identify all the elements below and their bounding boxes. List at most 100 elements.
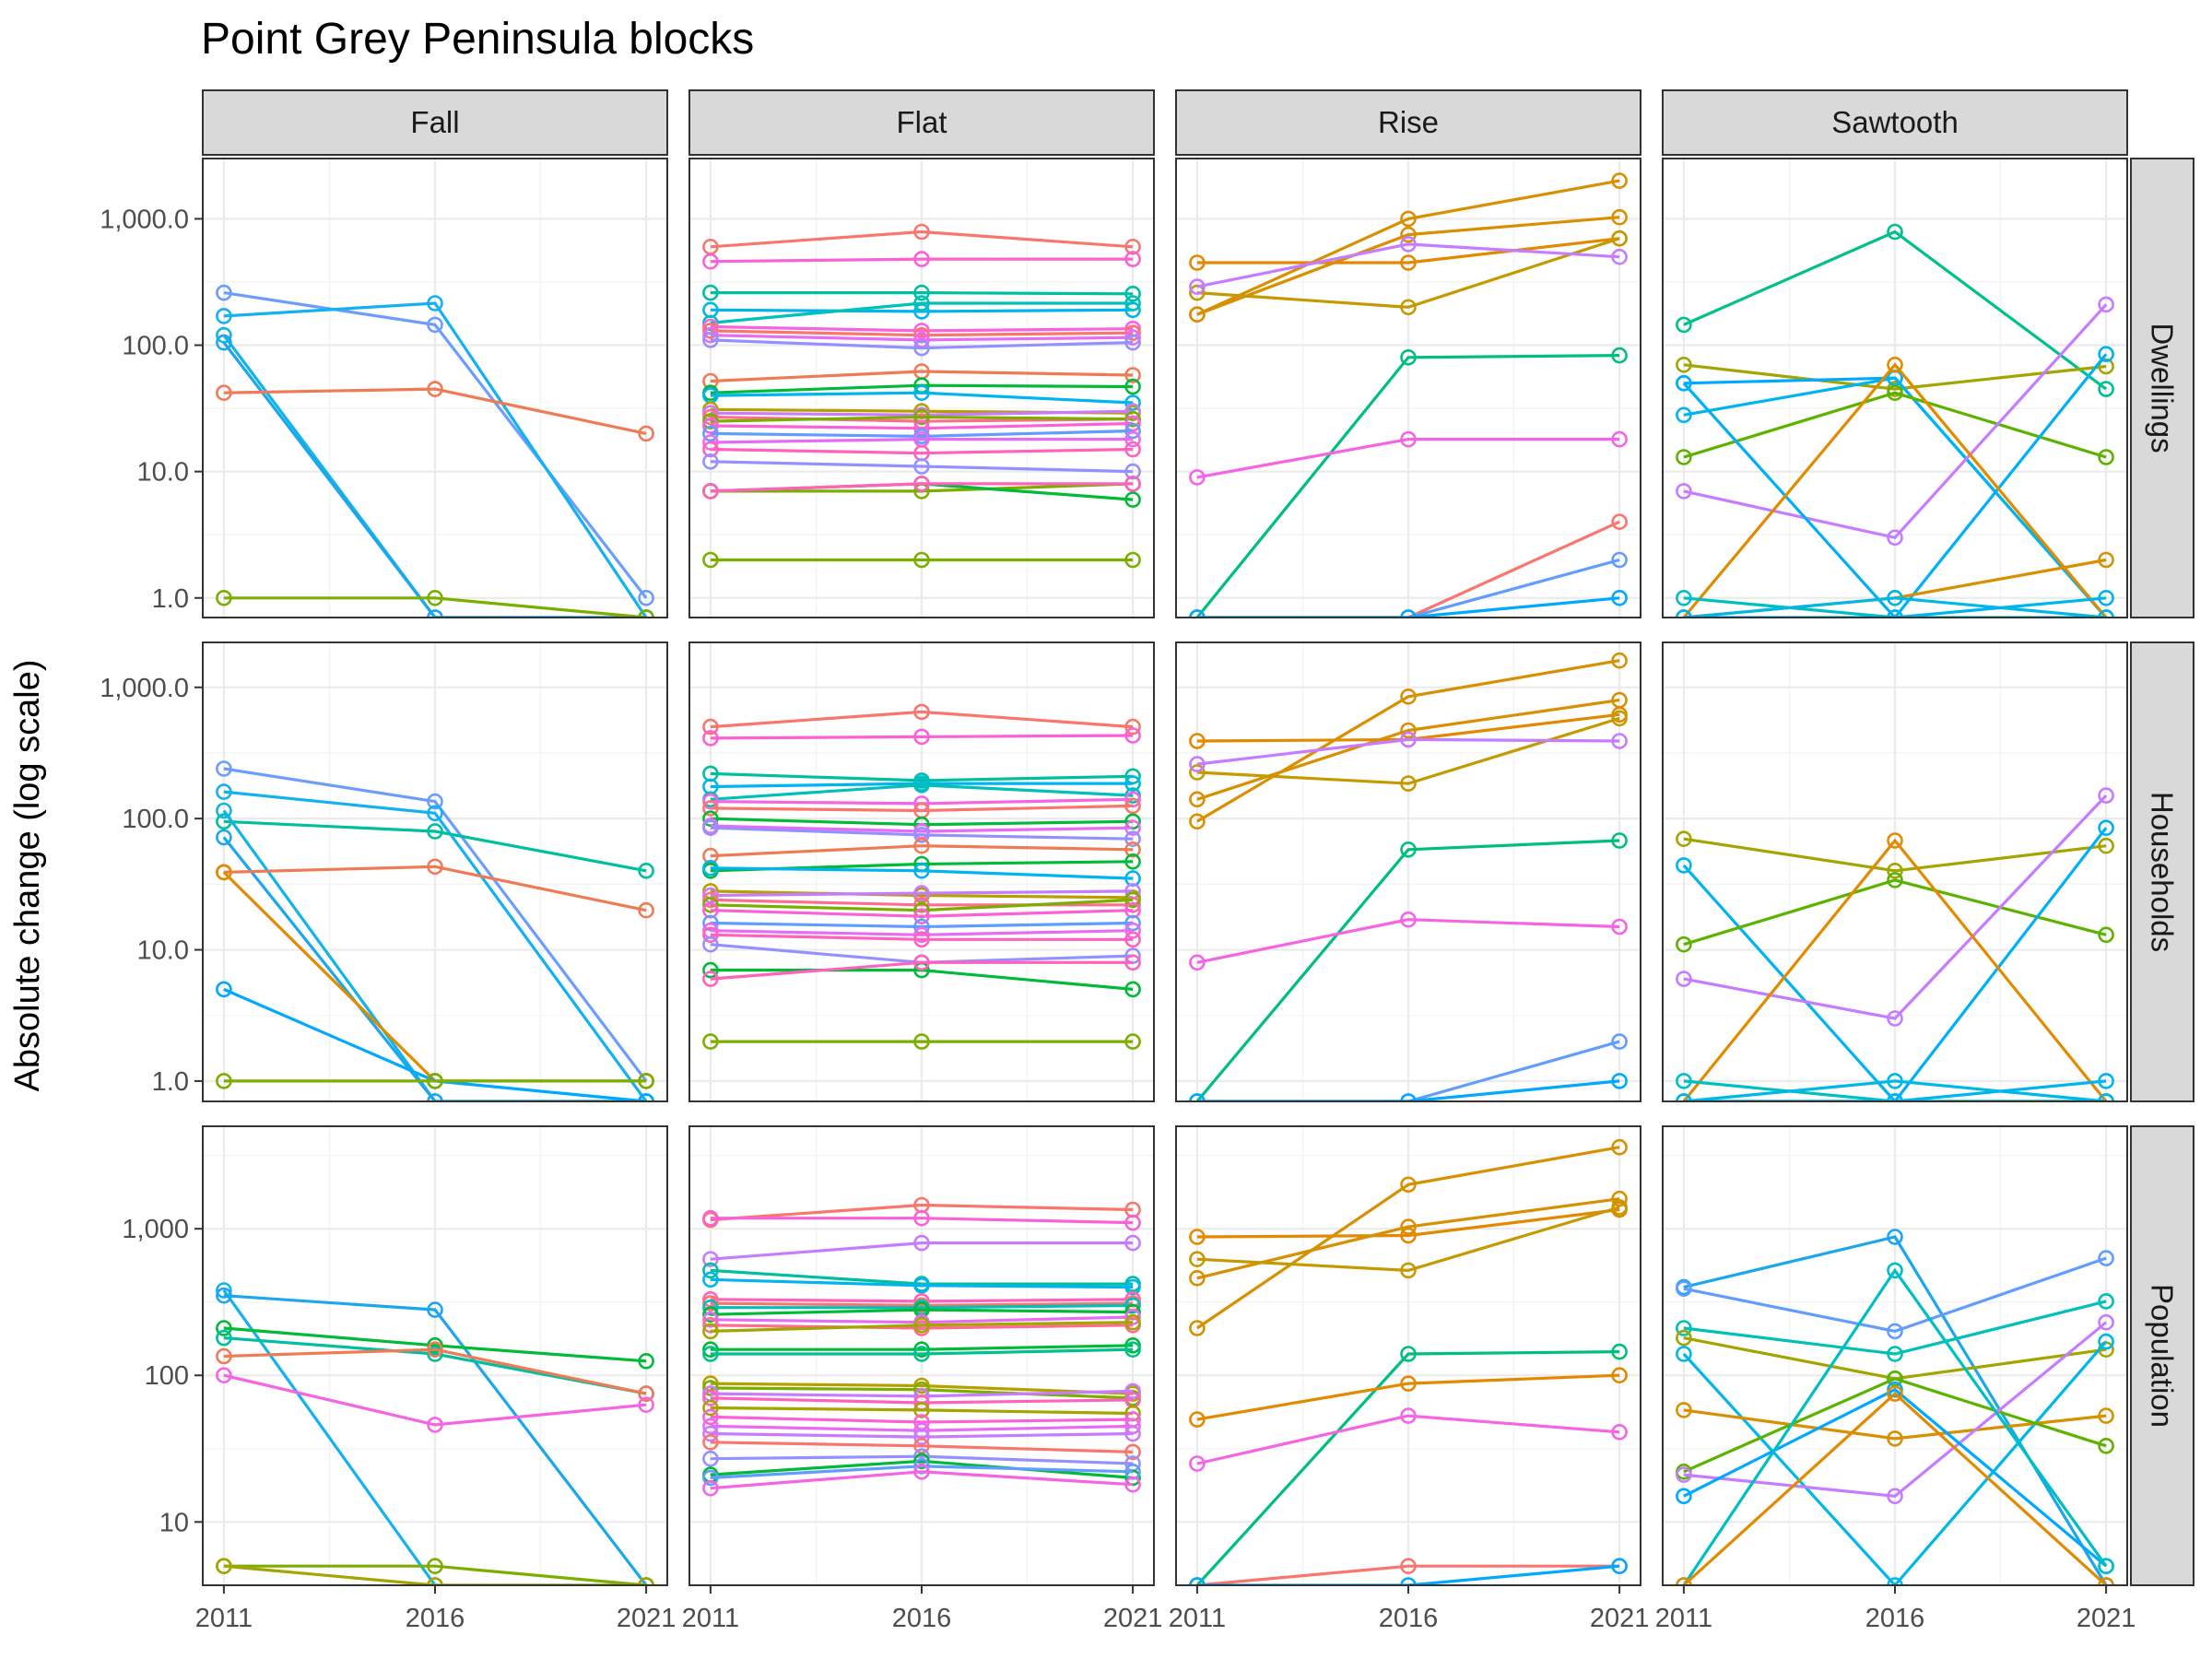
- data-point: [1124, 285, 1141, 302]
- data-point: [1124, 1234, 1141, 1252]
- data-point: [913, 458, 930, 475]
- data-point: [427, 381, 443, 397]
- data-point: [1676, 1488, 1692, 1505]
- strip-sawtooth: [1662, 89, 2128, 156]
- data-point: [1400, 1176, 1417, 1194]
- data-point: [702, 284, 719, 301]
- data-point: [1124, 1309, 1141, 1325]
- data-point: [913, 837, 930, 854]
- strip-label-population: Population: [2146, 1284, 2180, 1428]
- data-point: [1124, 1278, 1141, 1296]
- series-line: [1196, 179, 1620, 316]
- data-point: [1611, 1199, 1628, 1216]
- data-point: [1676, 1093, 1692, 1101]
- data-point: [2098, 1250, 2114, 1266]
- data-point: [913, 1453, 930, 1470]
- data-point: [702, 891, 719, 909]
- data-point: [638, 589, 654, 606]
- data-point: [1124, 430, 1141, 448]
- panel-households-fall: [202, 641, 668, 1102]
- data-point: [1124, 981, 1141, 998]
- series-line: [710, 447, 1134, 455]
- series-line: [710, 771, 1134, 782]
- series-line: [1683, 303, 2108, 540]
- data-point: [1611, 918, 1628, 935]
- y-tick-label: 10.0: [137, 458, 189, 488]
- data-point: [1189, 791, 1206, 808]
- series-line: [223, 1294, 648, 1585]
- data-point: [702, 253, 719, 270]
- data-point: [913, 476, 930, 492]
- data-point: [702, 425, 719, 442]
- data-point: [2098, 1313, 2114, 1331]
- data-point: [1887, 589, 1903, 606]
- data-point: [216, 1367, 232, 1383]
- series-line: [710, 291, 1134, 296]
- data-point: [1400, 688, 1417, 705]
- strip-label-households: Households: [2146, 792, 2180, 952]
- series-line: [223, 790, 648, 1101]
- y-tick-label: 100: [145, 1361, 189, 1391]
- series-line: [223, 767, 648, 1082]
- data-point: [1676, 1280, 1692, 1297]
- data-point: [1676, 830, 1692, 848]
- data-point: [1400, 1375, 1417, 1392]
- data-point: [1124, 819, 1141, 837]
- data-point: [638, 862, 654, 879]
- data-point: [1124, 718, 1141, 735]
- data-point: [1124, 394, 1141, 411]
- series-line: [710, 782, 1134, 789]
- data-point: [913, 323, 930, 339]
- data-point: [427, 1346, 443, 1362]
- data-point: [638, 1093, 654, 1101]
- series-line: [1196, 237, 1620, 265]
- data-point: [702, 1317, 719, 1334]
- data-point: [1400, 1558, 1417, 1574]
- data-point: [702, 1425, 719, 1442]
- series-line: [710, 429, 1134, 439]
- data-point: [1676, 609, 1692, 618]
- data-point: [216, 981, 232, 998]
- data-point: [2098, 609, 2114, 618]
- data-point: [2098, 1407, 2114, 1424]
- y-tick-label: 100.0: [122, 805, 189, 834]
- data-point: [702, 1418, 719, 1435]
- data-point: [913, 251, 930, 267]
- data-point: [1189, 733, 1206, 749]
- series-group: [1189, 1138, 1628, 1585]
- data-point: [1611, 551, 1628, 569]
- data-point: [2098, 381, 2114, 397]
- data-point: [1887, 384, 1903, 402]
- series-line: [710, 1465, 1134, 1479]
- series-line: [710, 826, 1134, 841]
- panel-border: [202, 158, 668, 618]
- data-point: [702, 453, 719, 470]
- data-point: [913, 1429, 930, 1445]
- chart-title: Point Grey Peninsula blocks: [201, 15, 754, 64]
- series-line: [710, 438, 1134, 444]
- series-line: [710, 1415, 1134, 1424]
- data-point: [913, 862, 930, 879]
- data-point: [702, 1408, 719, 1426]
- data-point: [427, 589, 443, 606]
- x-tick-label: 2021: [1103, 1604, 1163, 1633]
- series-line: [1196, 1564, 1620, 1585]
- y-tick-label: 1.0: [152, 1067, 189, 1097]
- data-point: [1124, 891, 1141, 909]
- data-point: [702, 718, 719, 735]
- data-point: [1887, 832, 1903, 849]
- series-line: [1682, 838, 2108, 1101]
- data-point: [1189, 954, 1206, 971]
- data-point: [216, 1073, 232, 1089]
- series-line: [710, 257, 1134, 264]
- data-point: [1676, 971, 1692, 987]
- data-point: [1887, 1346, 1903, 1362]
- data-point: [1676, 1466, 1692, 1483]
- series-line: [223, 1326, 647, 1363]
- series-line: [1196, 918, 1620, 964]
- data-point: [638, 901, 654, 919]
- data-point: [2098, 358, 2114, 375]
- data-point: [913, 284, 930, 301]
- data-point: [1611, 513, 1628, 531]
- series-group: [216, 1282, 654, 1585]
